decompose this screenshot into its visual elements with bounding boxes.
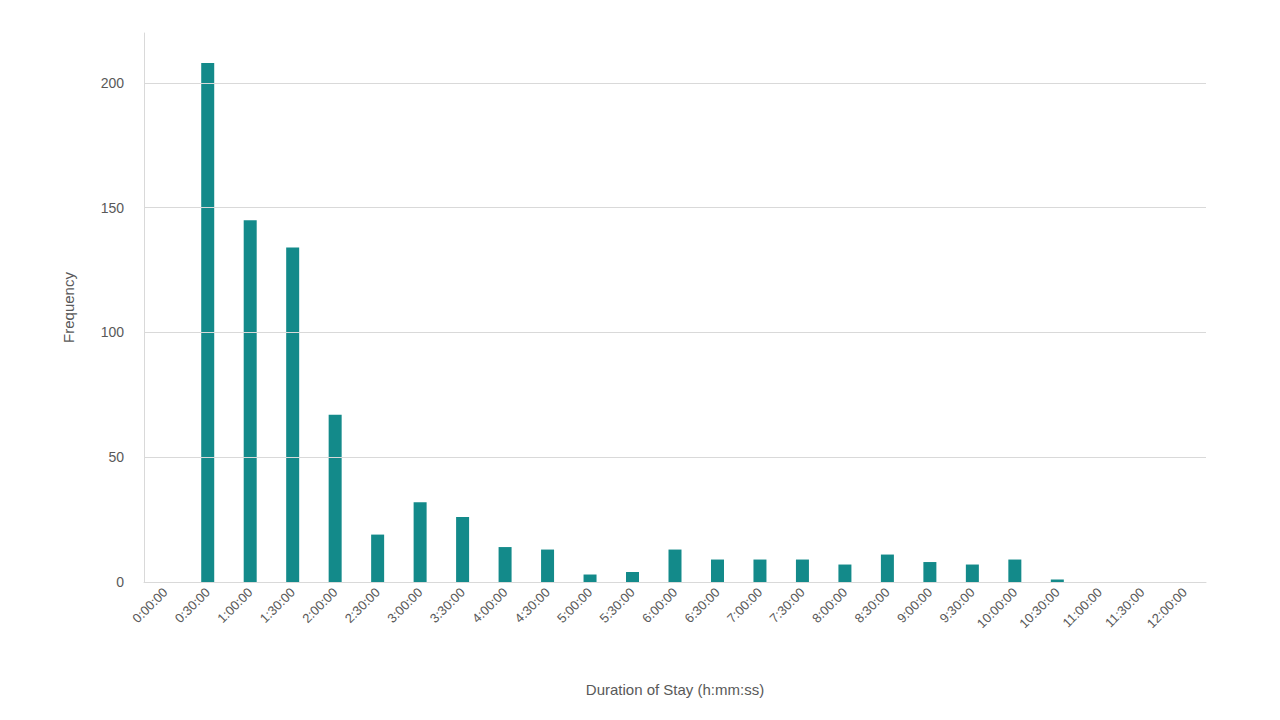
svg-text:0:30:00: 0:30:00 (172, 585, 213, 626)
svg-text:10:00:00: 10:00:00 (974, 585, 1020, 631)
svg-text:8:30:00: 8:30:00 (851, 585, 892, 626)
svg-text:200: 200 (101, 75, 125, 91)
svg-text:7:30:00: 7:30:00 (766, 585, 807, 626)
svg-text:1:30:00: 1:30:00 (257, 585, 298, 626)
svg-text:8:00:00: 8:00:00 (809, 585, 850, 626)
svg-text:4:00:00: 4:00:00 (469, 585, 510, 626)
svg-text:2:00:00: 2:00:00 (299, 585, 340, 626)
svg-text:6:00:00: 6:00:00 (639, 585, 680, 626)
svg-text:150: 150 (101, 200, 125, 216)
svg-text:5:30:00: 5:30:00 (597, 585, 638, 626)
svg-text:3:00:00: 3:00:00 (384, 585, 425, 626)
svg-text:10:30:00: 10:30:00 (1016, 585, 1062, 631)
svg-text:4:30:00: 4:30:00 (512, 585, 553, 626)
svg-text:9:00:00: 9:00:00 (894, 585, 935, 626)
svg-text:12:00:00: 12:00:00 (1144, 585, 1190, 631)
svg-text:9:30:00: 9:30:00 (936, 585, 977, 626)
svg-text:1:00:00: 1:00:00 (214, 585, 255, 626)
svg-text:7:00:00: 7:00:00 (724, 585, 765, 626)
svg-text:11:00:00: 11:00:00 (1059, 585, 1105, 631)
svg-text:5:00:00: 5:00:00 (554, 585, 595, 626)
svg-text:3:30:00: 3:30:00 (427, 585, 468, 626)
svg-text:100: 100 (101, 324, 125, 340)
svg-text:Duration of Stay (h:mm:ss): Duration of Stay (h:mm:ss) (586, 681, 764, 698)
svg-text:50: 50 (108, 449, 124, 465)
svg-text:0:00:00: 0:00:00 (129, 585, 170, 626)
svg-text:Frequency: Frequency (60, 272, 77, 343)
svg-text:6:30:00: 6:30:00 (682, 585, 723, 626)
svg-text:11:30:00: 11:30:00 (1102, 585, 1148, 631)
svg-text:2:30:00: 2:30:00 (342, 585, 383, 626)
svg-text:0: 0 (116, 574, 124, 590)
